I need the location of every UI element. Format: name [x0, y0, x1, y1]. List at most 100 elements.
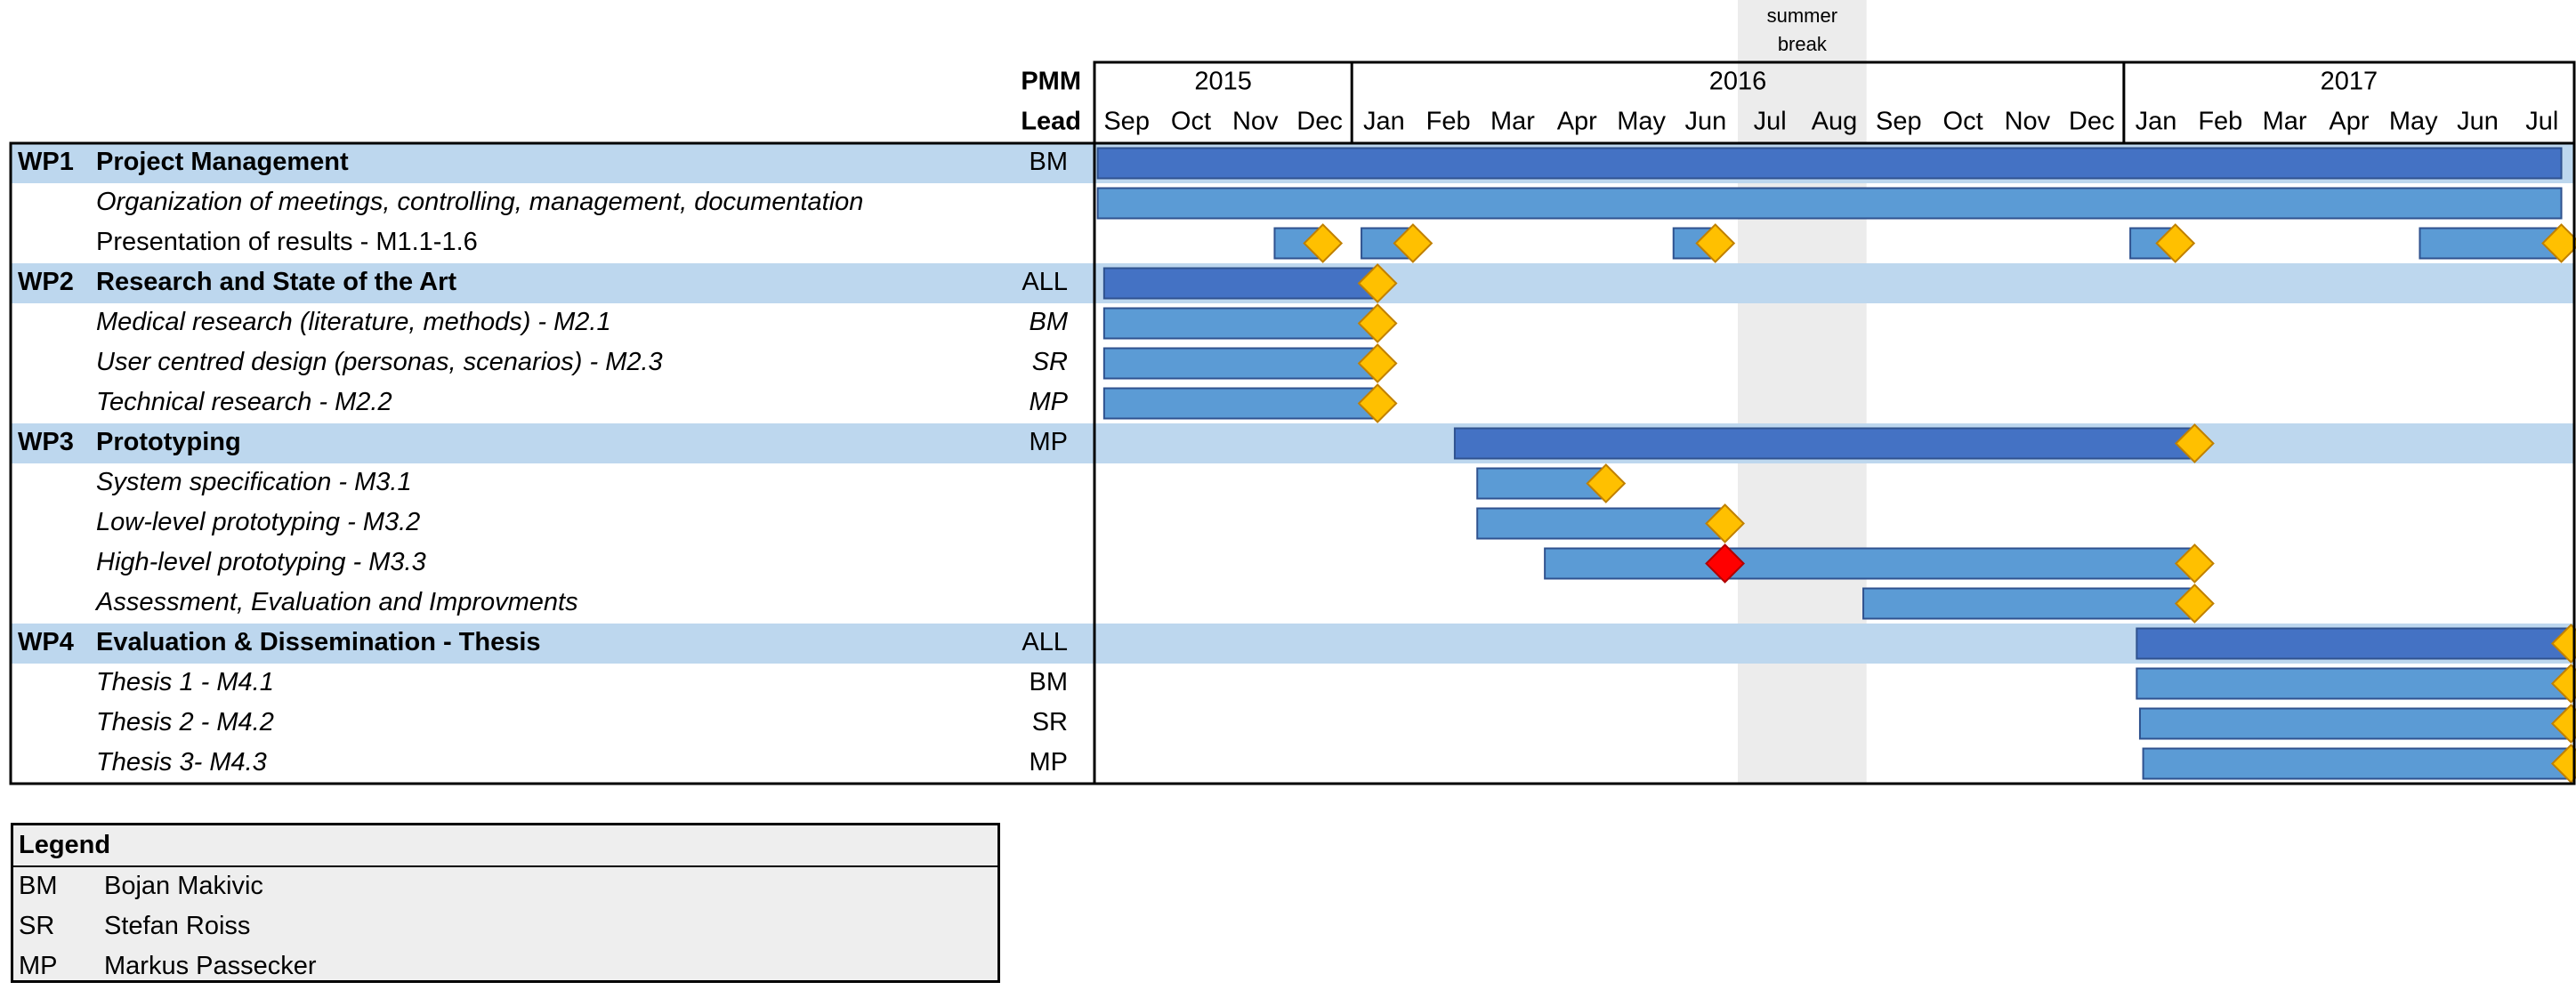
month-label: Jul [1754, 108, 1787, 136]
task-bar [1102, 347, 1379, 380]
task-label: User centred design (personas, scenarios… [96, 348, 663, 376]
task-label: Thesis 3- M4.3 [96, 748, 267, 777]
summer-break-label: summer [1767, 4, 1837, 27]
legend-item-name: Markus Passecker [104, 952, 317, 980]
lead-code: SR [1032, 348, 1068, 376]
lead-code: BM [1030, 308, 1069, 336]
month-label: Sep [1103, 108, 1150, 136]
wp-bar [1102, 267, 1379, 300]
month-label: Jan [2136, 108, 2177, 136]
month-label: Jul [2525, 108, 2558, 136]
task-label: Technical research - M2.2 [96, 388, 392, 416]
task-bar [2136, 667, 2572, 700]
month-label: Sep [1876, 108, 1922, 136]
task-bar [1476, 507, 1726, 540]
milestone-marker [1357, 263, 1398, 303]
task-label: Thesis 1 - M4.1 [96, 668, 274, 696]
milestone-marker [2550, 624, 2576, 664]
milestone-marker [1705, 503, 1745, 543]
task-label: System specification - M3.1 [96, 468, 412, 496]
wp-bar [1453, 427, 2196, 460]
wp-title: Research and State of the Art [96, 268, 456, 296]
task-bar [1102, 307, 1379, 340]
month-label: Mar [1490, 108, 1535, 136]
table-frame [9, 141, 2576, 785]
lead-code: MP [1030, 748, 1069, 777]
task-bar [1862, 587, 2196, 620]
task-label: Low-level prototyping - M3.2 [96, 508, 420, 536]
legend-item-code: BM [19, 872, 58, 900]
task-label: Presentation of results - M1.1-1.6 [96, 228, 478, 256]
wp-title: Prototyping [96, 428, 241, 456]
month-label: May [2389, 108, 2438, 136]
milestone-marker [1303, 223, 1344, 263]
task-label: Medical research (literature, methods) -… [96, 308, 611, 336]
month-label: Oct [1943, 108, 1983, 136]
milestone-marker [2174, 584, 2215, 624]
milestone-marker [1357, 383, 1398, 423]
month-label: Dec [2069, 108, 2115, 136]
wp-code: WP1 [18, 148, 74, 176]
wp-title: Evaluation & Dissemination - Thesis [96, 628, 541, 656]
task-bar [2419, 227, 2563, 260]
month-label: Aug [1812, 108, 1858, 136]
year-label: 2016 [1709, 68, 1767, 96]
legend-item-name: Bojan Makivic [104, 872, 263, 900]
legend-title: Legend [19, 831, 111, 859]
wp-code: WP2 [18, 268, 74, 296]
wp-bar [1096, 147, 2563, 180]
milestone-marker [2174, 423, 2215, 463]
gantt-chart: summer break PMM Lead 2015 2016 2017 Sep Oct Nov D… [9, 0, 2576, 785]
legend: Legend BM Bojan Makivic SR Stefan Roiss … [11, 823, 1000, 983]
lead-code: BM [1030, 668, 1069, 696]
summer-break-label: break [1778, 33, 1828, 55]
month-label: Nov [1232, 108, 1279, 136]
milestone-marker [2174, 543, 2215, 584]
month-label: Mar [2263, 108, 2307, 136]
month-label: May [1617, 108, 1666, 136]
month-label: Apr [2329, 108, 2369, 136]
task-bar [1544, 547, 2196, 580]
month-label: Apr [1557, 108, 1597, 136]
legend-item-name: Stefan Roiss [104, 912, 251, 940]
task-bar [1102, 387, 1379, 420]
year-label: 2017 [2321, 68, 2378, 96]
wp-bar [2136, 627, 2572, 660]
month-label: Feb [1426, 108, 1471, 136]
year-label: 2015 [1194, 68, 1252, 96]
legend-item-code: MP [19, 952, 58, 980]
month-label: Jun [1685, 108, 1727, 136]
milestone-marker [1393, 223, 1433, 263]
month-label: Feb [2198, 108, 2242, 136]
lead-header: Lead [1021, 108, 1081, 136]
task-label: Organization of meetings, controlling, m… [96, 188, 863, 216]
milestone-marker [1357, 303, 1398, 343]
task-bar [2138, 707, 2572, 740]
task-bar [2142, 747, 2572, 780]
wp-code: WP4 [18, 628, 74, 656]
lead-code: ALL [1022, 268, 1068, 296]
milestone-marker [1586, 463, 1627, 503]
wp-title: Project Management [96, 148, 349, 176]
task-bar [1096, 187, 2563, 220]
lead-code: MP [1030, 388, 1069, 416]
month-label: Dec [1296, 108, 1343, 136]
task-label: High-level prototyping - M3.3 [96, 548, 426, 576]
month-label: Jun [2457, 108, 2499, 136]
task-label: Thesis 2 - M4.2 [96, 708, 274, 736]
wp-code: WP3 [18, 428, 74, 456]
task-label: Assessment, Evaluation and Improvments [94, 588, 578, 616]
lead-code: MP [1030, 428, 1069, 456]
milestone-marker [2550, 664, 2576, 704]
milestone-critical-marker [1705, 543, 1745, 584]
milestone-marker [1357, 343, 1398, 383]
milestone-marker [1695, 223, 1736, 263]
legend-item-code: SR [19, 912, 55, 940]
month-label: Oct [1171, 108, 1211, 136]
lead-code: BM [1030, 148, 1069, 176]
legend-divider [13, 865, 997, 867]
lead-code: SR [1032, 708, 1068, 736]
month-label: Jan [1363, 108, 1405, 136]
pmm-header: PMM [1021, 68, 1081, 96]
lead-code: ALL [1022, 628, 1068, 656]
